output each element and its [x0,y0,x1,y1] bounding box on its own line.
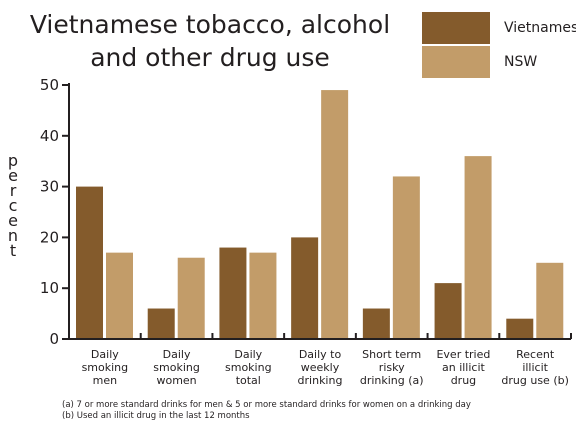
y-tick-label: 30 [40,178,59,196]
legend-item-vietnamese: Vietnamese [422,12,576,44]
chart-title-line-2: and other drug use [90,43,330,72]
legend: Vietnamese NSW [400,8,576,88]
legend-swatch-nsw [422,46,490,78]
bar-nsw [106,252,133,339]
legend-item-nsw: NSW [422,46,576,78]
bar-nsw [392,176,420,339]
footnotes: (a) 7 or more standard drinks for men & … [62,400,471,422]
bar-vietnamese [362,308,390,339]
legend-swatch-vietnamese [422,12,490,44]
y-tick-label: 40 [40,127,59,145]
chart-title-line-1: Vietnamese tobacco, alcohol [29,10,391,39]
chart-title: Vietnamese tobacco, alcohol and other dr… [20,8,400,74]
bar-vietnamese [219,247,247,339]
bar-nsw [321,90,349,339]
y-tick-label: 0 [49,330,59,348]
bar-nsw [464,156,492,339]
legend-label-vietnamese: Vietnamese [504,20,576,36]
x-tick-label: Daily smoking men [82,348,129,387]
x-tick-label: Recent illicit drug use (b) [501,348,569,387]
bar-vietnamese [76,186,103,339]
footnote-b: (b) Used an illicit drug in the last 12 … [62,411,250,421]
legend-label-nsw: NSW [504,54,538,70]
y-tick-label: 50 [40,76,59,94]
x-tick-label: Daily to weekly drinking [298,348,343,387]
x-tick-label: Daily smoking total [225,348,272,387]
bar-nsw [536,262,564,339]
bar-vietnamese [434,283,462,339]
bar-vietnamese [147,308,175,339]
x-tick-label: Ever tried an illicit drug [436,348,490,387]
bar-vietnamese [506,318,534,339]
bar-nsw [177,257,205,339]
x-tick-label: Short term risky drinking (a) [360,348,424,387]
bar-nsw [249,252,277,339]
footnote-a: (a) 7 or more standard drinks for men & … [62,400,471,410]
y-tick-label: 10 [40,279,59,297]
y-tick-label: 20 [40,228,59,246]
y-axis-label: percent [7,151,19,260]
x-tick-label: Daily smoking women [153,348,200,387]
bar-vietnamese [291,237,319,339]
